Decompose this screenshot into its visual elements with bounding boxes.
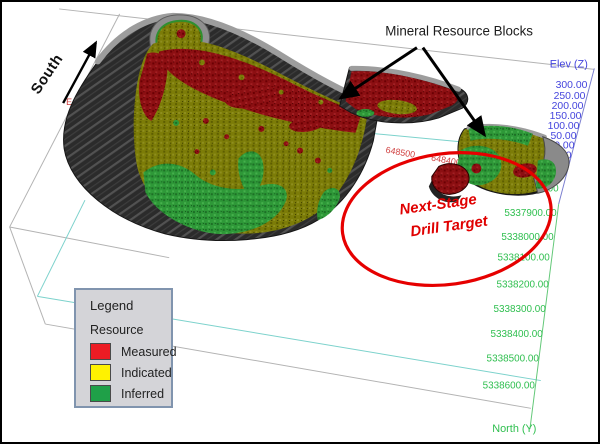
box-edge-left-upper <box>9 13 121 228</box>
shell-top-rim <box>94 12 373 106</box>
block-speckles <box>173 59 333 176</box>
blob-red-small <box>471 163 482 174</box>
blob-red <box>431 163 470 195</box>
legend-group-label: Resource <box>90 323 144 337</box>
north-axis: 5337800.00 5337900.00 5338000.00 5338100… <box>483 183 560 435</box>
legend-row-inferred: Inferred <box>90 385 171 402</box>
box-edge-corner <box>9 226 170 259</box>
legend-row-measured: Measured <box>90 343 177 360</box>
legend-row-indicated: Indicated <box>90 364 172 381</box>
arm-green-patch <box>356 109 375 117</box>
axis-line-elev <box>558 68 595 205</box>
ore-green-tongue <box>238 151 264 197</box>
legend-box: Legend Resource Measured Indicated Infer… <box>74 288 177 408</box>
resource-model <box>63 12 570 241</box>
ore-body-green <box>143 163 287 235</box>
grid-teal-left <box>36 199 86 297</box>
north-tick: 5338200.00 <box>496 279 549 290</box>
legend-item-label: Inferred <box>121 386 165 401</box>
ore-red-patch <box>224 85 280 109</box>
north-tick: 5338300.00 <box>494 304 547 315</box>
south-arrow <box>62 40 97 104</box>
box-edge-left-lower <box>9 226 46 325</box>
indicated-swatch <box>90 364 111 381</box>
measured-swatch <box>90 343 111 360</box>
north-tick: 5338600.00 <box>483 380 536 391</box>
elev-tick: 50.00 <box>550 131 576 142</box>
inferred-swatch <box>90 385 111 402</box>
elev-tick: 300.00 <box>556 80 588 91</box>
elev-tick: 100.00 <box>548 121 580 132</box>
blob-shadow <box>428 180 462 203</box>
east-tick: 648500 <box>385 145 416 160</box>
south-label: South <box>28 51 66 97</box>
north-axis-title: North (Y) <box>492 423 536 435</box>
ore-red-column <box>139 52 168 121</box>
legend-title: Legend <box>90 298 134 313</box>
north-tick: 5338400.00 <box>491 329 544 340</box>
elev-tick: 250.00 <box>554 91 586 102</box>
legend-item-label: Indicated <box>121 365 172 380</box>
arm-olive-patch <box>377 99 417 115</box>
drill-target-line2: Drill Target <box>409 213 489 240</box>
arm-red <box>345 71 459 118</box>
elev-tick: 150.00 <box>550 111 582 122</box>
elev-tick: 200.00 <box>552 101 584 112</box>
east-axis-partial-label: E <box>66 97 72 107</box>
north-tick: 5338000.00 <box>501 232 554 243</box>
ore-green-edge <box>317 188 340 221</box>
north-tick: 5338500.00 <box>487 354 540 365</box>
pointer-arrow-left <box>338 46 418 100</box>
north-tick: 5337900.00 <box>504 208 557 219</box>
elev-axis-title: Elev (Z) <box>550 58 588 70</box>
elev-tick: 0.00 <box>554 141 574 152</box>
mineral-blocks-label: Mineral Resource Blocks <box>385 24 533 39</box>
drill-target-ellipse <box>340 151 553 288</box>
ore-red-patch <box>289 117 323 133</box>
legend-item-label: Measured <box>121 344 177 359</box>
axis-line-north <box>529 204 560 430</box>
knob-red-patch <box>176 29 186 39</box>
pointer-arrow-right <box>421 46 487 138</box>
